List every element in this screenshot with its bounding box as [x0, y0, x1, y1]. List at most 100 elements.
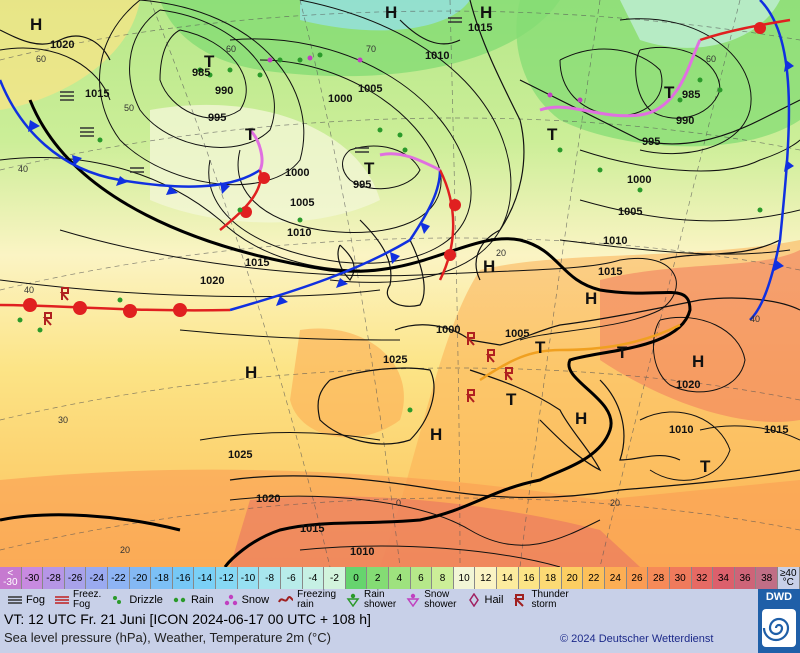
pressure-label: 1025 [383, 354, 407, 366]
dwd-logo: DWD [758, 589, 800, 653]
temperature-scale-cell: -6 [280, 567, 303, 589]
thunderstorm-icon [514, 594, 525, 607]
temperature-scale-cell: -28 [43, 567, 65, 589]
legend-freezing-rain: Freezing rain [277, 590, 336, 610]
rain-shower-icon [346, 593, 360, 607]
temperature-scale-cell: 34 [713, 567, 735, 589]
pressure-label: 1015 [468, 22, 492, 34]
pressure-label: 1020 [200, 275, 224, 287]
temperature-scale-cell: -24 [86, 567, 109, 589]
low-center: T [664, 83, 675, 102]
grid-label: 60 [36, 54, 46, 64]
pressure-label: 995 [642, 136, 660, 148]
high-center: H [245, 363, 257, 382]
pressure-label: 1000 [285, 167, 309, 179]
legend-rain-shower: Rain shower [344, 590, 396, 610]
temperature-scale-cell: 10 [453, 567, 476, 589]
high-center: H [480, 3, 492, 22]
grid-label: 50 [124, 103, 134, 113]
pressure-label: 995 [353, 179, 371, 191]
temperature-scale-cell: -26 [64, 567, 87, 589]
temperature-scale-cell: -12 [216, 567, 238, 589]
pressure-label: 990 [215, 85, 233, 97]
temperature-scale-cell: 30 [669, 567, 692, 589]
legend-label: Snow shower [424, 589, 457, 610]
low-center: T [617, 343, 628, 362]
temperature-scale-cell: 0 [345, 567, 368, 589]
grid-label: 20 [496, 248, 506, 258]
low-center: T [204, 52, 215, 71]
temperature-scale-cell: 22 [583, 567, 606, 589]
temperature-scale-cell: ≥40 °C [777, 567, 800, 589]
pressure-label: 1020 [50, 39, 74, 51]
legend-label: Freezing rain [297, 589, 336, 610]
legend-snow: Snow [222, 593, 269, 607]
map-canvas: 1020 1015 985 990 995 1000 1005 1010 101… [0, 0, 800, 567]
temperature-scale-cell: 24 [605, 567, 627, 589]
low-center: T [535, 338, 546, 357]
fog-icon [8, 596, 22, 604]
grid-label: 40 [750, 314, 760, 324]
temperature-scale-cell: -10 [237, 567, 260, 589]
legend-thunderstorm: Thunder storm [511, 590, 569, 610]
grid-label: 60 [706, 54, 716, 64]
pressure-label: 995 [208, 112, 226, 124]
high-center: H [430, 425, 442, 444]
legend-label: Freez. Fog [72, 589, 102, 610]
high-center: H [585, 289, 597, 308]
temperature-scale-cell: 32 [691, 567, 714, 589]
pressure-label: 1000 [627, 174, 651, 186]
legend-label: Hail [484, 594, 504, 606]
map-subtitle: Sea level pressure (hPa), Weather, Tempe… [4, 630, 331, 645]
temperature-scale-cell: -22 [108, 567, 130, 589]
grid-label: 70 [366, 44, 376, 54]
legend-label: Rain shower [364, 589, 397, 610]
temperature-scale-cell: 2 [367, 567, 389, 589]
temperature-scale-cell: -20 [129, 567, 152, 589]
grid-label: 0 [396, 498, 401, 508]
pressure-label: 1005 [505, 328, 529, 340]
valid-time: VT: 12 UTC Fr. 21 Juni [ICON 2024-06-17 … [4, 611, 371, 627]
temperature-scale-cell: 16 [518, 567, 541, 589]
temperature-scale-cell: 36 [734, 567, 757, 589]
temperature-scale-cell: -2 [324, 567, 346, 589]
pressure-label: 985 [192, 67, 210, 79]
snow-icon [224, 594, 237, 606]
legend-snow-shower: Snow shower [404, 589, 457, 610]
spiral-icon [762, 609, 796, 647]
pressure-label: 1010 [603, 235, 627, 247]
legend-label: Drizzle [129, 594, 163, 606]
pressure-label: 1015 [764, 424, 788, 436]
grid-label: 20 [610, 498, 620, 508]
legend-hail: Hail [465, 593, 504, 607]
pressure-label: 1010 [350, 546, 374, 558]
pressure-label: 1010 [669, 424, 693, 436]
temperature-scale-cell: 18 [540, 567, 562, 589]
legend-label: Fog [26, 594, 45, 606]
pressure-label: 1010 [425, 50, 449, 62]
high-center: H [30, 15, 42, 34]
temperature-scale-cell: -18 [151, 567, 173, 589]
freezing-fog-icon [54, 596, 69, 604]
high-center: H [575, 409, 587, 428]
low-center: T [506, 390, 517, 409]
temperature-scale-cell: 8 [432, 567, 454, 589]
weather-map: 1020 1015 985 990 995 1000 1005 1010 101… [0, 0, 800, 567]
temperature-scale-cell: 6 [410, 567, 433, 589]
temperature-scale-cell: -14 [194, 567, 217, 589]
temperature-scale-cell: 20 [561, 567, 584, 589]
temperature-scale-cell: -4 [302, 567, 325, 589]
temperature-scale-cell: 28 [648, 567, 670, 589]
temperature-scale-cell: -16 [172, 567, 195, 589]
high-center: H [483, 257, 495, 276]
low-center: T [700, 457, 711, 476]
pressure-label: 1015 [300, 523, 324, 535]
freezing-rain-icon [278, 596, 294, 603]
pressure-label: 1025 [228, 449, 252, 461]
temperature-scale: < -30 -30 -28 -26 -24 -22 -20 -18 -16 -14 -12 -10 -8… [0, 567, 800, 589]
weather-legend: Fog Freez. Fog Drizzle Rain Snow Freezin… [0, 589, 758, 611]
pressure-label: 1005 [290, 197, 314, 209]
grid-label: 40 [24, 285, 34, 295]
pressure-label: 1015 [85, 88, 109, 100]
high-center: H [692, 352, 704, 371]
